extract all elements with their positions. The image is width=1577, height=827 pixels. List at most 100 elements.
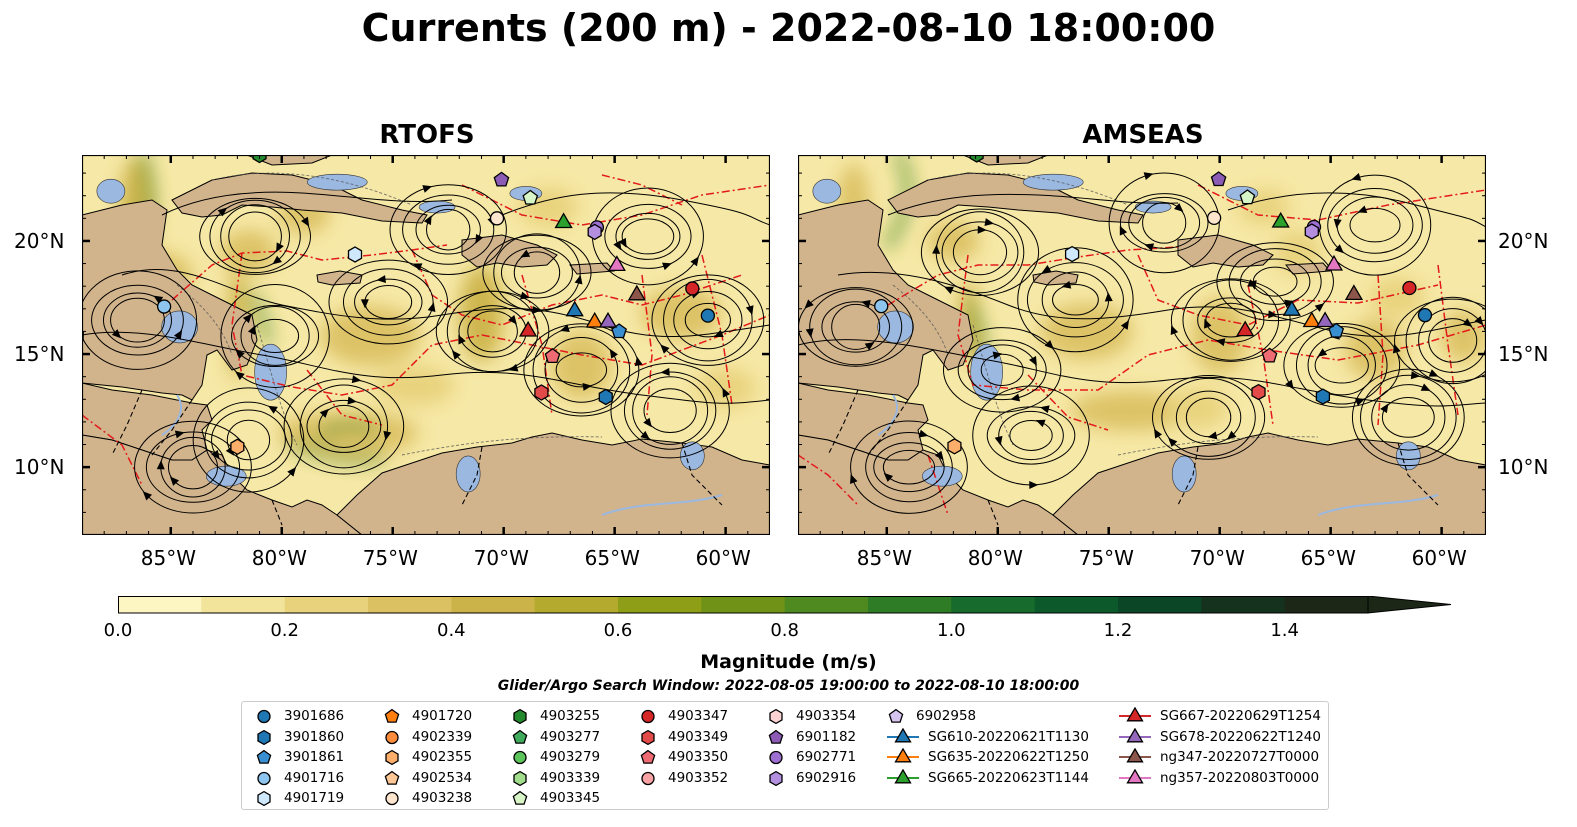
legend-item-label: 6902916 bbox=[796, 769, 857, 786]
colorbar-segment bbox=[784, 596, 869, 613]
marker-6902916 bbox=[1304, 223, 1319, 240]
legend-item-label: 4903277 bbox=[540, 728, 601, 745]
legend-marker-icon bbox=[257, 710, 271, 724]
legend-marker-icon bbox=[385, 750, 399, 766]
legend-marker-icon bbox=[384, 770, 400, 785]
legend-marker-3901686 bbox=[257, 710, 271, 724]
marker-4903238 bbox=[1206, 210, 1222, 226]
lat-tick-label-left: 15°N bbox=[14, 342, 65, 367]
legend-marker-icon bbox=[641, 771, 655, 785]
legend-item-label: 4903350 bbox=[668, 749, 729, 766]
marker-4903350 bbox=[544, 347, 561, 364]
lat-tick-label-left: 20°N bbox=[14, 228, 65, 253]
marker-4903345 bbox=[522, 189, 539, 205]
legend-marker-4903345 bbox=[512, 791, 528, 806]
colorbar-tick-label: 0.6 bbox=[603, 620, 633, 641]
legend-marker-icon bbox=[257, 729, 271, 745]
legend-item: 4903277 bbox=[510, 727, 600, 748]
legend-item-label: SG678-20220622T1240 bbox=[1160, 728, 1321, 745]
legend-marker-6901182 bbox=[768, 729, 784, 744]
legend-item: ng347-20220727T0000 bbox=[1118, 747, 1321, 768]
marker-ng357-20220803T0000 bbox=[1324, 254, 1344, 271]
legend-item: 6902958 bbox=[886, 706, 1089, 727]
legend-marker-icon bbox=[1119, 727, 1151, 743]
lat-tick-label-left: 10°N bbox=[14, 455, 65, 480]
colorbar-tick-label: 0.4 bbox=[437, 620, 466, 641]
legend-marker-6902958 bbox=[888, 709, 904, 724]
marker-6901182 bbox=[493, 171, 510, 187]
legend-item-label: SG667-20220629T1254 bbox=[1160, 708, 1321, 725]
legend-marker-ng347-20220727T0000 bbox=[1126, 748, 1144, 763]
legend-column: 4903255 4903277 4903279 4903339 4903345 bbox=[510, 706, 600, 809]
lon-tick-label: 70°W bbox=[473, 546, 529, 570]
legend-marker-4901720 bbox=[384, 709, 400, 724]
legend-item: 4903345 bbox=[510, 788, 600, 809]
marker-4903347 bbox=[1402, 280, 1417, 296]
legend-marker-4903339 bbox=[513, 770, 527, 786]
legend-item: 4903279 bbox=[510, 747, 600, 768]
amseas-map-panel bbox=[798, 155, 1486, 535]
colorbar-segment bbox=[868, 596, 952, 613]
colorbar-segment bbox=[1118, 596, 1202, 613]
colorbar-segment bbox=[951, 596, 1036, 613]
legend-marker-SG667-20220629T1254 bbox=[1126, 707, 1144, 722]
marker-3901860 bbox=[598, 388, 613, 406]
lon-tick-label: 75°W bbox=[362, 546, 418, 570]
legend-marker-icon bbox=[641, 710, 655, 724]
legend-item: 4901719 bbox=[254, 788, 344, 809]
panel-title-rtofs: RTOFS bbox=[379, 120, 475, 150]
legend-marker-icon bbox=[512, 791, 528, 806]
legend-item-label: 6902771 bbox=[796, 749, 857, 766]
legend-item: 4903347 bbox=[638, 706, 728, 727]
marker-3901860 bbox=[1315, 388, 1331, 405]
marker-4903238 bbox=[489, 211, 505, 226]
legend-marker-6902771 bbox=[769, 751, 783, 765]
legend-marker-4903352 bbox=[641, 771, 655, 785]
colorbar-segment bbox=[1201, 596, 1286, 613]
legend-item: 4903350 bbox=[638, 747, 728, 768]
colorbar-segment bbox=[118, 596, 202, 613]
legend-item: 4903339 bbox=[510, 768, 600, 789]
lon-tick-label: 65°W bbox=[584, 546, 640, 570]
legend-marker-icon bbox=[887, 727, 919, 743]
marker-SG678-20220622T1240 bbox=[1315, 311, 1335, 328]
legend-item: SG667-20220629T1254 bbox=[1118, 706, 1321, 727]
legend-item: SG678-20220622T1240 bbox=[1118, 727, 1321, 748]
colorbar-segment bbox=[1284, 596, 1369, 613]
legend-column: 3901686 3901860 3901861 4901716 4901719 bbox=[254, 706, 344, 809]
legend-marker-SG665-20220623T1144 bbox=[894, 768, 912, 784]
legend-item: 4902339 bbox=[382, 727, 472, 748]
colorbar-tick-label: 1.2 bbox=[1103, 620, 1133, 641]
legend-marker-icon bbox=[768, 729, 784, 744]
marker-ng347-20220727T0000 bbox=[627, 284, 646, 301]
legend-column: 6902958 SG610-20220621T1130 SG635-20220622… bbox=[886, 706, 1089, 788]
colorbar-tick-label: 0.2 bbox=[270, 620, 299, 641]
legend-marker-icon bbox=[513, 709, 527, 725]
legend-marker-icon bbox=[257, 771, 271, 785]
marker-3901686 bbox=[700, 308, 716, 323]
legend-item-label: 4903279 bbox=[540, 749, 601, 766]
legend-item-label: 4903345 bbox=[540, 790, 601, 807]
legend-marker-icon bbox=[1119, 768, 1151, 784]
legend-marker-icon bbox=[887, 768, 919, 784]
legend-item: 4903352 bbox=[638, 768, 728, 789]
legend-marker-SG635-20220622T1250 bbox=[894, 748, 912, 763]
marker-4901716 bbox=[874, 298, 889, 314]
marker-SG667-20220629T1254 bbox=[1236, 320, 1255, 337]
colorbar-segment bbox=[368, 596, 452, 613]
marker-SG665-20220623T1144 bbox=[1271, 211, 1290, 228]
legend-item-label: 4903347 bbox=[668, 708, 729, 725]
legend-item-label: 6901182 bbox=[796, 728, 857, 745]
lat-tick-label-right: 10°N bbox=[1498, 455, 1549, 480]
legend-marker-icon bbox=[769, 751, 783, 765]
lat-tick-label-right: 20°N bbox=[1498, 228, 1549, 253]
marker-SG667-20220629T1254 bbox=[518, 320, 538, 337]
legend-item-label: 4902534 bbox=[412, 769, 473, 786]
legend-marker-ng357-20220803T0000 bbox=[1126, 768, 1144, 784]
legend-marker-icon bbox=[769, 709, 783, 725]
lon-tick-label: 85°W bbox=[856, 546, 912, 570]
legend-marker-icon bbox=[256, 750, 272, 765]
legend-column: SG667-20220629T1254 SG678-20220622T1240 ng… bbox=[1118, 706, 1321, 788]
marker-3901686 bbox=[1417, 307, 1433, 323]
lon-tick-label: 60°W bbox=[695, 546, 751, 570]
